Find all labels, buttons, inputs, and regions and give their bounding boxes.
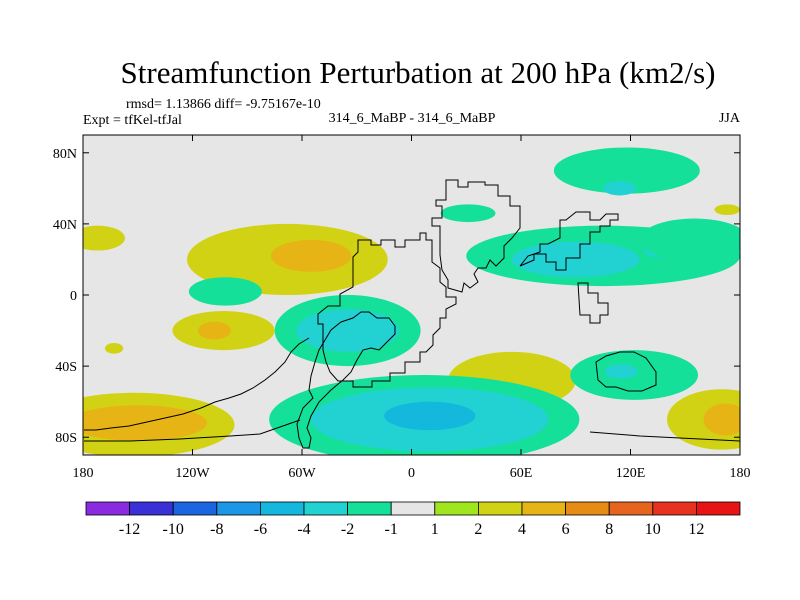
colorbar-box xyxy=(129,501,174,516)
colorbar-label: 8 xyxy=(605,521,613,538)
x-tick-label: 120W xyxy=(175,466,210,481)
contour-region xyxy=(384,401,476,431)
x-tick-label: 180 xyxy=(730,466,751,481)
colorbar-box xyxy=(477,501,523,516)
asia-east-coastline xyxy=(519,211,619,271)
y-axis: 80N 40N 0 40S 80S xyxy=(53,147,740,446)
colorbar-box xyxy=(521,501,566,516)
y-tick-label: 80N xyxy=(53,147,77,162)
colorbar: -12 -10 -8 -6 -4 -2 -1 1 2 4 6 8 10 12 xyxy=(85,501,741,538)
colorbar-label: -4 xyxy=(297,521,310,538)
colorbar-label: 6 xyxy=(562,521,570,538)
y-tick-label: 40N xyxy=(53,218,77,233)
contour-region xyxy=(83,225,125,251)
colorbar-box xyxy=(259,501,305,516)
colorbar-box xyxy=(565,501,610,516)
contour-region xyxy=(440,204,496,223)
experiment-label: Expt = tfKel-tfJal xyxy=(83,113,182,128)
contour-region xyxy=(603,181,636,196)
contour-region xyxy=(604,364,638,379)
colorbar-box xyxy=(216,501,261,516)
eurasia-coastline xyxy=(431,179,521,293)
colorbar-label: 4 xyxy=(518,521,526,538)
contour-region xyxy=(511,241,640,278)
x-tick-label: 60E xyxy=(510,466,533,481)
colorbar-label: 1 xyxy=(431,521,439,538)
colorbar-box xyxy=(85,501,130,516)
africa-coastline xyxy=(317,232,457,388)
season-label: JJA xyxy=(719,111,741,126)
north-america-coastline xyxy=(84,337,310,431)
contour-region xyxy=(703,403,740,436)
y-tick-label: 0 xyxy=(70,289,77,304)
maritime-coastline xyxy=(577,282,609,324)
colorbar-label: -6 xyxy=(254,521,267,538)
colorbar-box xyxy=(172,501,218,516)
contour-region xyxy=(296,309,399,352)
coastline-layer xyxy=(84,179,740,449)
contour-region xyxy=(270,239,352,272)
contour-region xyxy=(104,343,124,354)
colorbar-box xyxy=(696,501,741,516)
contour-region xyxy=(714,204,740,216)
contour-region xyxy=(188,277,262,306)
y-tick-label: 80S xyxy=(55,431,77,446)
x-axis: 180 120W 60W 0 60E 120E 180 xyxy=(73,135,751,481)
contour-region xyxy=(83,405,208,441)
colorbar-label: -2 xyxy=(341,521,354,538)
contour-region xyxy=(553,147,700,194)
colorbar-label: -1 xyxy=(385,521,398,538)
colorbar-label: -12 xyxy=(119,521,140,538)
x-tick-label: 120E xyxy=(616,466,646,481)
x-tick-label: 180 xyxy=(73,466,94,481)
colorbar-box xyxy=(434,501,479,516)
contour-region xyxy=(639,218,740,262)
colorbar-label: 12 xyxy=(688,521,704,538)
stats-text: rmsd= 1.13866 diff= -9.75167e-10 xyxy=(126,97,321,112)
south-america-coastline xyxy=(296,311,396,449)
contour-fill-layer xyxy=(83,147,740,455)
x-tick-label: 0 xyxy=(408,466,415,481)
chart-title: Streamfunction Perturbation at 200 hPa (… xyxy=(121,55,716,90)
colorbar-box xyxy=(303,501,348,516)
colorbar-box xyxy=(608,501,654,516)
colorbar-box xyxy=(390,501,436,516)
australia-coastline xyxy=(595,351,657,392)
y-tick-label: 40S xyxy=(55,360,77,375)
x-tick-label: 60W xyxy=(288,466,316,481)
colorbar-label: -8 xyxy=(210,521,223,538)
colorbar-box xyxy=(652,501,697,516)
plot-area: 180 120W 60W 0 60E 120E 180 80N 40N 0 40S 80S xyxy=(53,134,751,481)
colorbar-label: 2 xyxy=(474,521,482,538)
colorbar-label: 10 xyxy=(645,521,661,538)
colorbar-box xyxy=(347,501,392,516)
contour-region xyxy=(197,321,231,340)
run-label: 314_6_MaBP - 314_6_MaBP xyxy=(329,111,496,126)
colorbar-label: -10 xyxy=(163,521,184,538)
antarctic-coastline xyxy=(84,419,740,442)
